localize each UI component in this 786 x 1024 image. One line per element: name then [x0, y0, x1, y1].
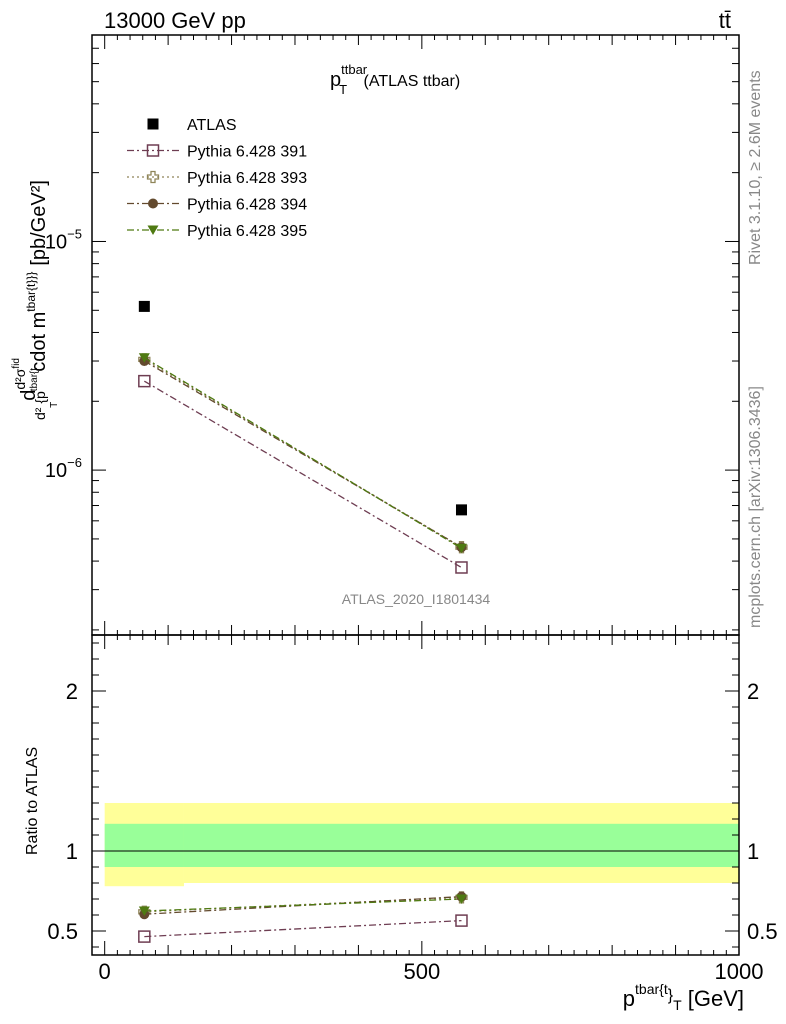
- header-left: 13000 GeV pp: [104, 8, 246, 33]
- y-tick-label: 10−5: [45, 226, 82, 253]
- ratio-y-axis-label: Ratio to ATLAS: [24, 747, 41, 855]
- x-tick-label: 0: [99, 959, 111, 984]
- analysis-watermark: ATLAS_2020_I1801434: [342, 591, 491, 607]
- legend-marker: [148, 198, 158, 209]
- mcplots-label: mcplots.cern.ch [arXiv:1306.3436]: [747, 386, 764, 628]
- data-point: [455, 504, 467, 516]
- ratio-series-line: [144, 898, 462, 912]
- ratio-y-tick-label: 0.5: [47, 919, 78, 944]
- ratio-y-tick-label-right: 2: [747, 679, 759, 704]
- legend-marker: [146, 170, 160, 184]
- x-tick-label: 500: [403, 959, 440, 984]
- rivet-label: Rivet 3.1.10, ≥ 2.6M events: [747, 70, 764, 265]
- ratio-data-point: [138, 906, 150, 916]
- data-point: [138, 300, 150, 312]
- legend-label: ATLAS: [187, 117, 237, 134]
- x-axis-label: ptbar{t}T [GeV]: [623, 981, 744, 1013]
- uncertainty-band-inner: [183, 823, 740, 867]
- legend-label: Pythia 6.428 393: [187, 170, 307, 187]
- header-right: tt̄: [719, 8, 731, 33]
- ratio-series-line: [144, 895, 462, 915]
- data-point: [138, 374, 151, 388]
- series-line: [143, 358, 462, 548]
- x-tick-label: 1000: [715, 959, 764, 984]
- ratio-data-point: [455, 914, 468, 927]
- data-point: [455, 543, 467, 554]
- legend-marker: [147, 118, 159, 130]
- legend-label: Pythia 6.428 394: [187, 197, 307, 214]
- legend-marker: [146, 144, 160, 157]
- legend-marker: [147, 225, 159, 235]
- series-line: [144, 360, 462, 548]
- legend-label: Pythia 6.428 395: [187, 223, 307, 240]
- ratio-series-line: [144, 919, 462, 938]
- uncertainty-band-inner: [104, 823, 184, 867]
- ratio-y-tick-label-right: 0.5: [747, 919, 778, 944]
- ratio-plot: 0.5 0.5 1 1 2 2 0 500 1000: [47, 634, 778, 984]
- y-tick-label: 10−6: [45, 455, 82, 482]
- legend-label: Pythia 6.428 391: [187, 144, 307, 161]
- ratio-y-tick-label: 2: [66, 679, 78, 704]
- y-axis-label: dd²σfidd² {ptbar{tTcdot mtbar{t}}}[pb/Ge…: [11, 180, 60, 420]
- ratio-plot-frame: [91, 634, 740, 956]
- y-axis-label-text: dd²σfidd² {ptbar{tTcdot mtbar{t}}}[pb/Ge…: [11, 180, 60, 420]
- main-plot: 10−6 10−5 ATLAS Pythia 6.428 391 Pythia 6.42…: [45, 34, 740, 636]
- ratio-data-point: [455, 894, 467, 904]
- data-point: [455, 561, 468, 574]
- series-line: [143, 357, 462, 549]
- ratio-data-point: [138, 930, 151, 943]
- plot-title: pttbar T (ATLAS ttbar): [330, 62, 460, 97]
- series-line: [144, 380, 462, 569]
- ratio-y-tick-label: 1: [66, 839, 78, 864]
- ratio-y-tick-label-right: 1: [747, 839, 759, 864]
- data-point: [138, 353, 150, 363]
